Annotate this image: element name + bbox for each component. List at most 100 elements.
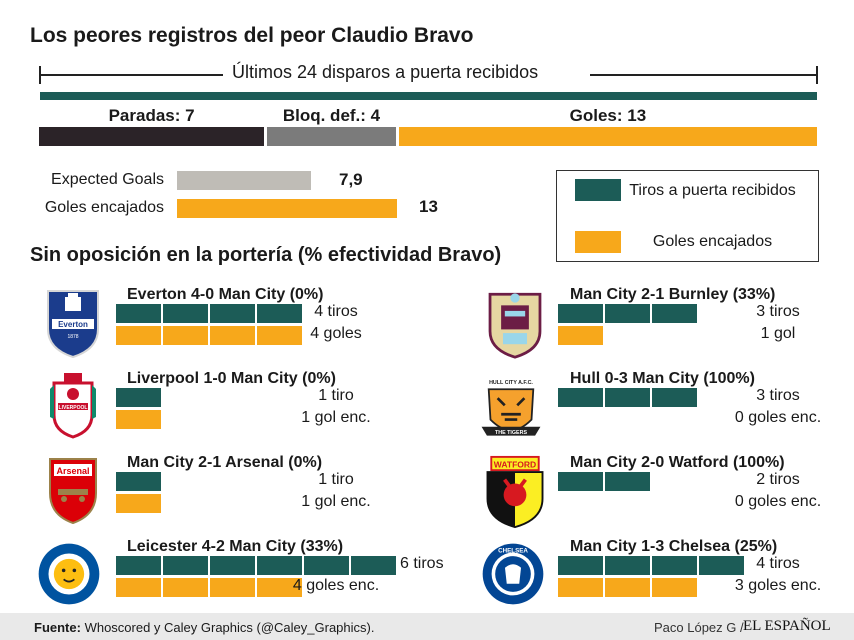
goal-unit (558, 326, 605, 345)
goal-unit (163, 578, 210, 597)
goals-conceded-value: 13 (419, 197, 438, 216)
match-title: Everton 4-0 Man City (0%) (127, 286, 324, 303)
match-title: Man City 2-0 Watford (100%) (570, 454, 785, 471)
shots-bar (558, 388, 699, 407)
segment-label-1: Bloq. def.: 4 (282, 106, 381, 125)
burnley-crest (488, 292, 542, 359)
shots-count-text: 3 tiros (756, 303, 800, 320)
goal-unit (116, 494, 163, 513)
shot-unit (210, 304, 257, 323)
watford-crest: WATFORD (486, 455, 544, 529)
segment-bar-2 (398, 127, 817, 146)
bracket-right-line (590, 74, 817, 76)
goal-unit (558, 578, 605, 597)
shot-unit (605, 304, 652, 323)
goals-bar (116, 326, 304, 345)
svg-text:THE TIGERS: THE TIGERS (495, 430, 528, 436)
segment-label-0: Paradas: 7 (108, 106, 195, 125)
bracket-right-tick (816, 66, 818, 84)
shot-unit (652, 556, 699, 575)
leicester-crest (38, 543, 100, 605)
shot-unit (699, 556, 746, 575)
goals-count-text: 4 goles enc. (292, 577, 380, 594)
footer-brand-logo: EL ESPAÑOL (743, 618, 831, 634)
shots-bar (116, 472, 163, 491)
svg-text:1878: 1878 (67, 334, 78, 340)
footer-author: Paco López G / (654, 620, 744, 635)
footer-source: Fuente: Whoscored y Caley Graphics (@Cal… (34, 620, 375, 635)
legend-swatch-shots (575, 179, 621, 201)
shot-unit (652, 388, 699, 407)
goal-unit (257, 578, 304, 597)
shot-unit (163, 304, 210, 323)
xg-bar (177, 171, 311, 190)
shot-unit (558, 556, 605, 575)
legend (556, 170, 819, 262)
xg-label: Expected Goals (51, 171, 164, 188)
shot-unit (116, 556, 163, 575)
goal-unit (116, 326, 163, 345)
shots-count-text: 1 tiro (318, 387, 354, 404)
match-title: Liverpool 1-0 Man City (0%) (127, 370, 336, 387)
match-title: Man City 2-1 Burnley (33%) (570, 286, 776, 303)
shots-count-text: 2 tiros (756, 471, 800, 488)
goal-unit (116, 578, 163, 597)
shot-unit (605, 556, 652, 575)
goal-unit (163, 326, 210, 345)
goals-count-text: 0 goles enc. (734, 409, 822, 426)
legend-label-goals: Goles encajados (652, 233, 773, 250)
match-title: Leicester 4-2 Man City (33%) (127, 538, 344, 555)
bracket-left-line (40, 74, 223, 76)
shots-count-text: 4 tiros (314, 303, 358, 320)
goals-bar (116, 410, 163, 429)
match-title: Man City 1-3 Chelsea (25%) (570, 538, 778, 555)
shots-bar (116, 304, 304, 323)
legend-swatch-goals (575, 231, 621, 253)
shots-bar (558, 472, 652, 491)
xg-value: 7,9 (339, 170, 363, 189)
segment-label-2: Goles: 13 (569, 106, 647, 125)
goal-unit (210, 326, 257, 345)
match-title: Man City 2-1 Arsenal (0%) (127, 454, 323, 471)
shot-unit (304, 556, 351, 575)
goals-count-text: 4 goles (310, 325, 362, 342)
shots-bar (558, 304, 699, 323)
shot-unit (605, 472, 652, 491)
goals-bar (116, 578, 304, 597)
shot-unit (558, 388, 605, 407)
goal-unit (210, 578, 257, 597)
goals-count-text: 1 gol (760, 325, 796, 342)
everton-crest: Everton 1878 (47, 290, 99, 359)
chart-title: Los peores registros del peor Claudio Br… (30, 24, 474, 47)
shot-unit (116, 304, 163, 323)
goal-unit (116, 410, 163, 429)
shot-unit (116, 388, 163, 407)
total-shots-bar (40, 92, 817, 100)
goals-bar (116, 494, 163, 513)
shot-unit (351, 556, 398, 575)
liverpool-crest: LIVERPOOL (50, 373, 96, 439)
goals-count-text: 3 goles enc. (734, 577, 822, 594)
shots-bar (116, 388, 163, 407)
goals-conceded-label: Goles encajados (44, 199, 164, 216)
legend-label-shots: Tiros a puerta recibidos (629, 182, 796, 199)
arsenal-crest: Arsenal (49, 458, 97, 525)
shots-count-text: 6 tiros (400, 555, 444, 572)
footer (0, 613, 854, 640)
svg-text:HULL CITY A.F.C.: HULL CITY A.F.C. (489, 380, 533, 386)
svg-text:Everton: Everton (58, 320, 88, 329)
shot-unit (163, 556, 210, 575)
goal-unit (605, 578, 652, 597)
shots-bar (116, 556, 398, 575)
hull-crest: HULL CITY A.F.C. THE TIGERS (481, 380, 541, 436)
svg-text:WATFORD: WATFORD (494, 459, 536, 469)
shots-count-text: 3 tiros (756, 387, 800, 404)
shots-count-text: 4 tiros (756, 555, 800, 572)
shot-unit (116, 472, 163, 491)
goal-unit (257, 326, 304, 345)
goals-bar (558, 578, 699, 597)
shot-unit (605, 388, 652, 407)
goals-count-text: 0 goles enc. (734, 493, 822, 510)
shot-unit (652, 304, 699, 323)
shot-unit (558, 304, 605, 323)
